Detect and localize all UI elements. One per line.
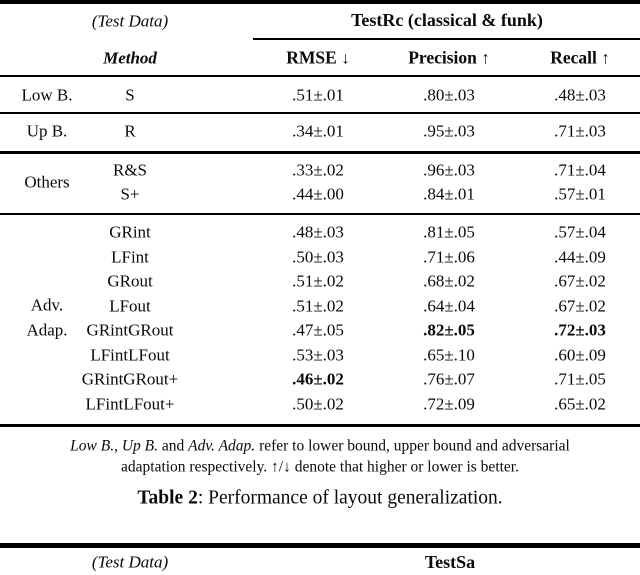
method-cell: S [125,85,135,105]
dataset-header-table3: TestSa [424,552,476,572]
method-cell: LFintLFout+ [85,394,175,414]
footnote-lowb: Low B. [70,437,115,455]
group-label-lowb: Low B. [21,85,73,105]
col-header-precision-text: Precision [408,47,477,68]
rmse-cell: .53±.03 [292,345,344,365]
method-cell: GRint [109,222,151,242]
precision-cell: .80±.03 [423,85,475,105]
rmse-cell: .51±.02 [292,296,344,316]
recall-cell: .57±.04 [554,222,606,242]
dataset-header: TestRc (classical & funk) [351,10,543,30]
table3-top-rule [0,543,640,548]
col-header-rmse-text: RMSE [286,47,337,68]
recall-cell-best: .72±.03 [554,320,606,340]
table2-cmid-rule [253,38,640,40]
footnote-sep2: and [158,437,189,455]
precision-cell-best: .82±.05 [423,320,475,340]
table-caption-number: Table 2 [137,487,198,509]
table2-top-rule [0,0,640,4]
group-label-upb: Up B. [26,121,68,141]
table2-bottom-rule [0,424,640,427]
method-cell: R&S [112,160,148,180]
method-cell: LFint [111,247,149,267]
test-data-label: (Test Data) [91,11,169,31]
rmse-cell: .50±.02 [292,394,344,414]
table2-lowb-rule [0,112,640,114]
precision-cell: .65±.10 [423,345,475,365]
method-cell: LFout [109,296,151,316]
col-header-recall-text: Recall [550,47,597,68]
rmse-cell: .51±.02 [292,271,344,291]
rmse-cell-best: .46±.02 [292,369,344,389]
recall-cell: .60±.09 [554,345,606,365]
precision-cell: .76±.07 [423,369,475,389]
precision-cell: .64±.04 [423,296,475,316]
footnote-upb: Up B. [121,437,159,455]
table-caption: Table 2: Performance of layout generaliz… [0,488,640,508]
group-label-others: Others [24,172,70,192]
recall-cell: .57±.01 [554,184,606,204]
precision-cell: .81±.05 [423,222,475,242]
rmse-cell: .48±.03 [292,222,344,242]
table2-others-rule [0,213,640,215]
col-header-recall: Recall ↑ [550,49,610,67]
table-footnote-line1: Low B., Up B. and Adv. Adap. refer to lo… [0,438,640,454]
recall-cell: .48±.03 [554,85,606,105]
table-footnote-line2: adaptation respectively. ↑/↓ denote that… [121,458,519,476]
footnote-advadap: Adv. Adap. [188,437,256,455]
rmse-cell: .33±.02 [292,160,344,180]
precision-cell: .71±.06 [423,247,475,267]
precision-cell: .68±.02 [423,271,475,291]
rmse-cell: .34±.01 [292,121,344,141]
test-data-label-table3: (Test Data) [91,552,169,572]
method-cell: R [124,121,136,141]
precision-cell: .84±.01 [423,184,475,204]
method-cell: GRout [107,271,153,291]
rmse-cell: .50±.03 [292,247,344,267]
rmse-cell: .44±.00 [292,184,344,204]
group-label-adv-adap: Adv. Adap. [26,295,68,340]
recall-cell: .71±.05 [554,369,606,389]
table2-upb-rule [0,151,640,154]
precision-cell: .95±.03 [423,121,475,141]
method-cell: LFintLFout [90,345,170,365]
rmse-cell: .47±.05 [292,320,344,340]
recall-cell: .65±.02 [554,394,606,414]
precision-cell: .72±.09 [423,394,475,414]
up-arrow-icon: ↑ [601,48,610,68]
method-header: Method [103,48,157,68]
recall-cell: .71±.03 [554,121,606,141]
col-header-precision: Precision ↑ [408,49,490,67]
method-cell: S+ [120,184,140,204]
recall-cell: .44±.09 [554,247,606,267]
table-caption-text: : Performance of layout generalization. [197,487,503,509]
col-header-rmse: RMSE ↓ [286,49,349,67]
up-arrow-icon: ↑ [481,48,490,68]
recall-cell: .71±.04 [554,160,606,180]
recall-cell: .67±.02 [554,271,606,291]
rmse-cell: .51±.01 [292,85,344,105]
precision-cell: .96±.03 [423,160,475,180]
recall-cell: .67±.02 [554,296,606,316]
method-cell: GRintGRout+ [81,369,179,389]
method-cell: GRintGRout [86,320,174,340]
footnote-sep1: , [114,437,122,455]
table2-header-rule [0,75,640,77]
footnote-rest: refer to lower bound, upper bound and ad… [255,437,570,455]
down-arrow-icon: ↓ [341,48,350,68]
